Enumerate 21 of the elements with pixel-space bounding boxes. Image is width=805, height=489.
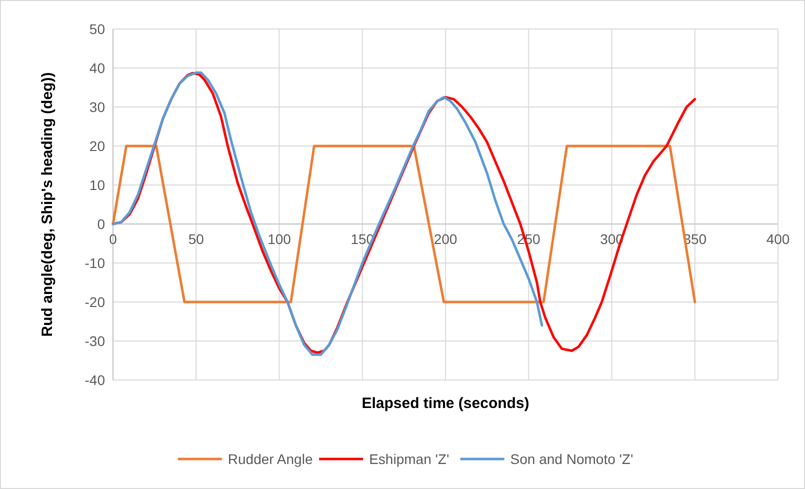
y-tick-label: 0 bbox=[97, 216, 106, 232]
x-tick-label: 400 bbox=[766, 231, 790, 247]
y-tick-label: 10 bbox=[89, 176, 106, 193]
x-tick-label: 100 bbox=[268, 231, 292, 247]
legend-label: Eshipman 'Z' bbox=[369, 450, 450, 467]
y-tick-label: -20 bbox=[84, 294, 106, 310]
x-axis-title: Elapsed time (seconds) bbox=[362, 395, 530, 412]
x-tick-label: 0 bbox=[109, 231, 118, 247]
y-tick-label: 50 bbox=[89, 20, 106, 37]
y-tick-label: 20 bbox=[89, 138, 106, 154]
legend-label: Son and Nomoto 'Z' bbox=[510, 450, 634, 467]
y-axis-title: Rud angle(deg, Ship's heading (deg)) bbox=[39, 72, 56, 337]
y-tick-label: -30 bbox=[84, 332, 106, 349]
legend-label: Rudder Angle bbox=[228, 450, 313, 467]
x-tick-label: 200 bbox=[434, 231, 458, 247]
y-tick-label: -40 bbox=[84, 372, 106, 388]
y-tick-label: -10 bbox=[84, 254, 106, 271]
y-tick-label: 40 bbox=[89, 60, 106, 76]
x-tick-label: 50 bbox=[188, 231, 204, 247]
y-tick-label: 30 bbox=[89, 98, 106, 115]
line-series bbox=[112, 71, 544, 356]
